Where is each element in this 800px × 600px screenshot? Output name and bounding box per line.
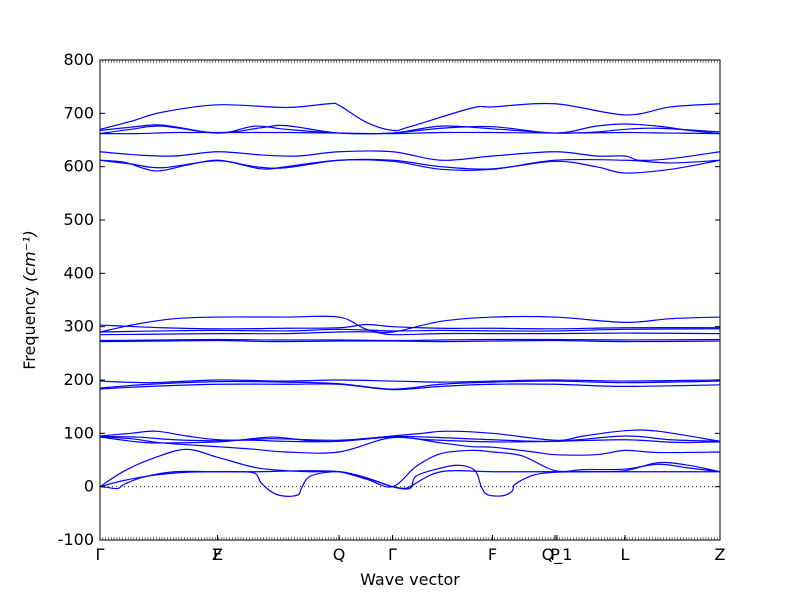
band-line-13 xyxy=(100,331,720,336)
y-tick-label: -100 xyxy=(58,530,94,549)
band-line-7 xyxy=(100,436,720,456)
x-tick-label: Z xyxy=(715,545,726,564)
band-line-16 xyxy=(100,315,720,334)
band-line-6 xyxy=(100,436,720,444)
x-axis: Γ FZ Q Γ F PQ_1 L Z xyxy=(96,60,726,565)
band-line-1 xyxy=(100,448,720,488)
plot-frame xyxy=(99,59,721,541)
x-tick-label: Z xyxy=(212,545,223,564)
x-tick-label: Q xyxy=(333,545,346,564)
y-axis-label-unit: (cm⁻¹) xyxy=(20,230,39,282)
x-tick-label: Q_1 xyxy=(542,545,573,565)
y-tick-label: 500 xyxy=(63,210,94,229)
band-line-14 xyxy=(100,328,720,333)
y-tick-label: 700 xyxy=(63,103,94,122)
y-tick-label: 400 xyxy=(63,263,94,282)
y-tick-label: 100 xyxy=(63,423,94,442)
y-axis-label-text: Frequency xyxy=(20,287,39,370)
y-axis-label: Frequency (cm⁻¹) xyxy=(20,230,39,369)
y-tick-label: 300 xyxy=(63,317,94,336)
band-line-9 xyxy=(100,380,720,390)
x-tick-label: P xyxy=(550,545,560,564)
band-line-23 xyxy=(100,102,720,132)
x-tick-label: Γ xyxy=(96,545,105,564)
x-tick-label: F xyxy=(488,545,497,564)
band-line-15 xyxy=(100,323,720,330)
x-tick-label: F xyxy=(213,545,222,564)
band-lines xyxy=(100,102,720,497)
band-line-18 xyxy=(100,158,720,171)
band-line-12 xyxy=(100,338,720,342)
x-tick-label: L xyxy=(621,545,630,564)
plot-area xyxy=(99,59,721,541)
y-tick-label: 200 xyxy=(63,370,94,389)
band-line-19 xyxy=(100,150,720,162)
band-line-22 xyxy=(100,124,720,135)
y-tick-label: 800 xyxy=(63,50,94,69)
y-tick-label: 0 xyxy=(84,477,94,496)
y-axis: -100 0 100 200 300 400 500 600 700 800 xyxy=(58,50,720,549)
x-tick-label: Γ xyxy=(388,545,397,564)
band-line-10 xyxy=(100,379,720,384)
x-axis-label: Wave vector xyxy=(360,570,460,589)
y-tick-label: 600 xyxy=(63,157,94,176)
band-line-3 xyxy=(100,470,720,490)
